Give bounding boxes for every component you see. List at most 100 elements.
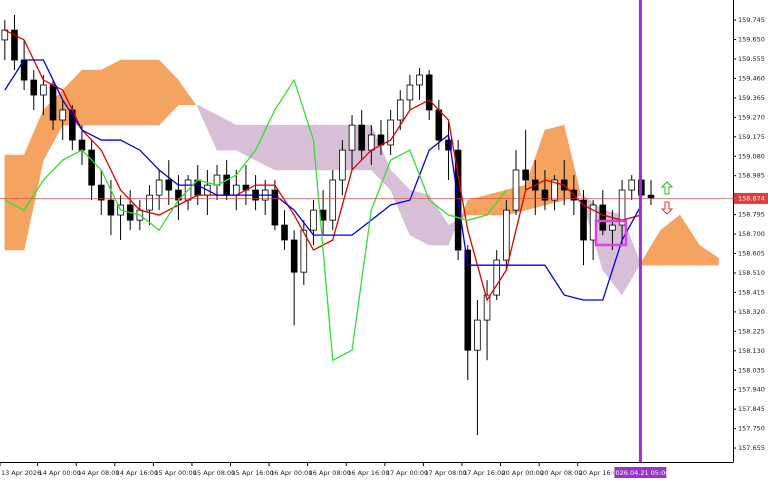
candle-body [609,224,616,231]
candle-body [88,149,95,186]
candle-body [310,209,317,231]
cloud-segment [196,105,198,108]
x-tick-label: 14 Apr 16:00 [116,469,158,477]
cloud-segment [197,104,218,151]
candle-body [580,199,587,241]
y-tick-label: 158.320 [738,308,765,316]
x-tick-label: 20 Apr 00:00 [502,469,544,477]
candle-body [368,134,375,151]
plot-area [0,14,733,436]
cloud-segment [120,59,141,126]
y-tick-label: 157.845 [738,405,765,413]
y-tick-label: 157.750 [738,425,765,433]
x-tick-label: 16 Apr 00:00 [270,469,312,477]
candle-body [319,209,327,221]
candle-body [165,179,173,191]
candle-body [358,124,365,151]
candle-body [483,294,491,321]
y-tick-label: 159.650 [738,36,765,44]
y-tick-label: 158.130 [738,347,765,355]
y-tick-label: 159.745 [738,16,765,24]
candle-body [329,179,337,221]
cloud-segment [660,214,681,266]
candle-body [40,84,47,96]
candle-body [49,84,57,121]
x-tick-label: 14 Apr 00:00 [39,469,81,477]
x-tick-label: 20 Apr 16:00 [579,469,621,477]
candle-body [493,259,500,296]
cloud-segment [4,154,25,251]
candle-body [599,204,607,231]
candle-body [387,119,394,146]
time-marker-box [614,467,667,478]
candle-body [11,29,18,61]
candle-body [628,179,636,191]
cloud-segment [698,244,719,266]
candle-body [155,179,163,196]
candle-body [290,239,298,273]
x-tick-label: 20 Apr 08:00 [540,469,582,477]
y-tick-label: 158.225 [738,327,765,335]
x-tick-label: 14 Apr 08:00 [77,469,119,477]
buy-arrow [660,181,674,195]
candle-body [551,179,558,201]
candle-body [503,209,510,261]
indicator-line [4,78,507,362]
y-tick-label: 157.940 [738,386,765,394]
cloud-segment [564,125,582,201]
candle-body [396,99,404,121]
highlight-box [594,219,628,247]
cloud-segment [216,114,237,151]
candle-body [416,74,423,86]
x-tick-label: 17 Apr 16:00 [463,469,505,477]
x-tick-label: 13 Apr 2026 [1,469,41,477]
candle-body [339,149,346,181]
time-marker-label: 2026.04.21 05:00 [611,469,669,477]
cloud-segment [23,109,44,251]
candle-body [300,229,308,273]
x-tick-label: 16 Apr 08:00 [309,469,351,477]
candle-body [522,169,529,181]
cloud-segment [679,214,700,266]
y-tick-label: 157.655 [738,444,765,452]
candle-body [406,84,414,101]
cloud-segment [81,69,102,126]
candle-body [281,224,288,241]
candle-body [541,189,549,201]
candle-body [512,169,520,211]
cloud-segment [178,80,197,106]
y-tick-label: 158.985 [738,172,765,180]
bid-label: 158.874 [738,194,765,202]
cloud-segment [158,59,179,126]
x-tick-label: 17 Apr 08:00 [424,469,466,477]
cloud-segment [101,59,121,126]
candle-body [464,249,472,351]
y-tick-label: 159.365 [738,94,765,102]
candle-body [146,194,153,211]
y-tick-label: 158.415 [738,288,765,296]
cloud-segment [641,229,661,266]
cloud-segment [313,124,333,171]
indicator-line [4,59,642,301]
x-tick-label: 15 Apr 08:00 [193,469,235,477]
candle-body [348,124,356,151]
candle-body [97,184,105,201]
candle-body [474,319,481,351]
candle-body [107,199,115,216]
candle-body [647,194,655,199]
candle-body [30,79,38,96]
candle-body [425,74,433,111]
sell-arrow [660,201,674,215]
y-tick-label: 159.270 [738,113,765,121]
y-tick-label: 158.795 [738,211,765,219]
candle-body [1,29,9,41]
y-tick-label: 159.175 [738,133,765,141]
cloud-segment [274,124,295,171]
x-tick-label: 15 Apr 16:00 [232,469,274,477]
candle-body [59,109,66,121]
candle-body [445,139,452,151]
y-tick-label: 159.080 [738,152,765,160]
y-tick-label: 158.700 [738,230,765,238]
